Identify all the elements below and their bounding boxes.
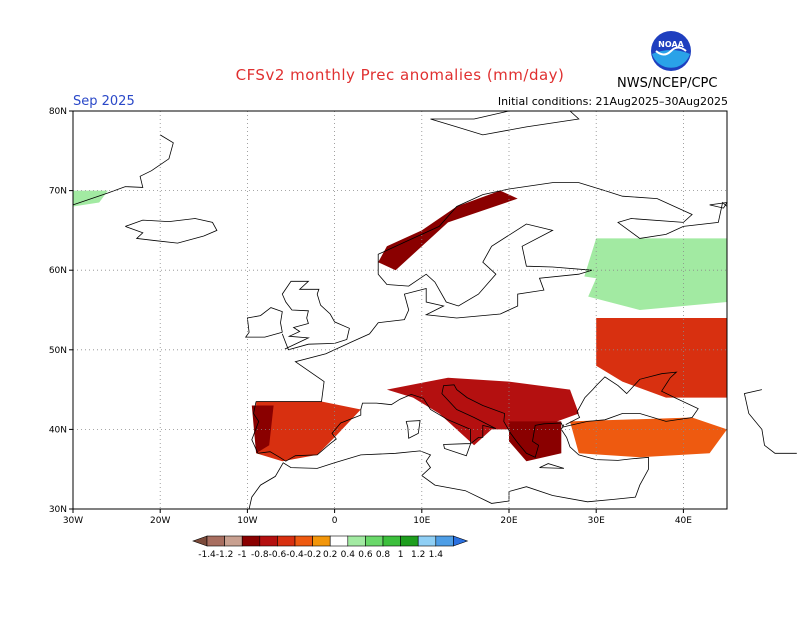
colorbar-label: 0.6 — [358, 550, 373, 560]
lat-tick-label: 80N — [49, 107, 67, 117]
lon-tick-label: 40E — [675, 516, 692, 526]
colorbar-label: -0.6 — [269, 550, 287, 560]
colorbar-swatch — [382, 535, 401, 547]
colorbar-swatch — [435, 535, 454, 547]
lon-tick-label: 10E — [413, 516, 430, 526]
anomaly-region-iberia — [256, 401, 361, 462]
coastline-10 — [539, 463, 565, 469]
forecast-month: Sep 2025 — [73, 94, 135, 109]
lat-tick-label: 40N — [49, 425, 67, 435]
colorbar-swatch — [453, 535, 469, 547]
noaa-logo-text: NOAA — [658, 40, 684, 49]
colorbar-swatch — [294, 535, 313, 547]
coastline-12 — [430, 110, 580, 136]
initial-conditions: Initial conditions: 21Aug2025–30Aug2025 — [497, 95, 728, 108]
lat-tick-label: 50N — [49, 346, 67, 356]
colorbar-label: 1.2 — [411, 550, 425, 560]
colorbar-swatch — [206, 535, 225, 547]
colorbar-swatch — [312, 535, 331, 547]
coastline-0 — [256, 182, 728, 402]
colorbar-swatch — [417, 535, 437, 547]
noaa-logo-icon: NOAA — [651, 31, 691, 71]
colorbar-label: 0.2 — [323, 550, 337, 560]
colorbar-swatch — [277, 535, 296, 547]
colorbar-label: -0.8 — [251, 550, 269, 560]
coastline-5 — [125, 218, 218, 244]
anomaly-region-north-africa — [343, 469, 414, 486]
colorbar-label: 1.4 — [429, 550, 444, 560]
colorbar-label: -0.4 — [286, 550, 304, 560]
coastline-3 — [281, 280, 350, 351]
colorbar-label: -1 — [238, 550, 247, 560]
colorbar-swatch — [259, 535, 278, 547]
colorbar-swatch — [400, 535, 419, 547]
colorbar-label: -0.2 — [304, 550, 322, 560]
coastline-9 — [443, 443, 471, 457]
coastline-7 — [248, 424, 649, 510]
lon-tick-label: 30W — [63, 516, 83, 526]
colorbar-swatch — [365, 535, 384, 547]
anomaly-region-turkey — [570, 417, 727, 458]
lon-tick-label: 0 — [332, 516, 338, 526]
agency-label: NWS/NCEP/CPC — [617, 76, 718, 91]
coastline-13 — [709, 201, 728, 209]
anomaly-region-greece — [509, 421, 562, 462]
lon-tick-label: 20W — [150, 516, 170, 526]
coastline-8 — [405, 420, 421, 439]
lat-tick-label: 70N — [49, 187, 67, 197]
map-frame — [72, 110, 728, 510]
map-title: CFSv2 monthly Prec anomalies (mm/day) — [235, 66, 565, 84]
anomaly-region-norway-coast — [378, 190, 518, 271]
colorbar-swatch — [224, 535, 243, 547]
lon-tick-label: 20E — [500, 516, 517, 526]
colorbar-swatch — [192, 535, 208, 547]
coastline-11 — [743, 389, 797, 454]
colorbar-label: 0.4 — [341, 550, 356, 560]
lat-tick-label: 60N — [49, 266, 67, 276]
coastline-1 — [360, 371, 699, 458]
colorbar-label: 0.8 — [376, 550, 391, 560]
coastline-2 — [251, 401, 362, 462]
anomaly-region-russia-south — [596, 318, 727, 398]
lat-tick-label: 30N — [49, 505, 67, 515]
colorbar-label: -1.2 — [216, 550, 234, 560]
lon-tick-label: 10W — [237, 516, 257, 526]
anomaly-region-russia-central — [578, 238, 727, 310]
colorbar-swatch — [241, 535, 261, 547]
anomaly-region-iberia-west — [251, 405, 274, 454]
colorbar-label: 1 — [398, 550, 404, 560]
colorbar-label: -1.4 — [198, 550, 216, 560]
lon-tick-label: 30E — [588, 516, 605, 526]
colorbar-swatch — [329, 535, 349, 547]
colorbar-swatch — [347, 535, 366, 547]
coastline-4 — [244, 307, 283, 338]
